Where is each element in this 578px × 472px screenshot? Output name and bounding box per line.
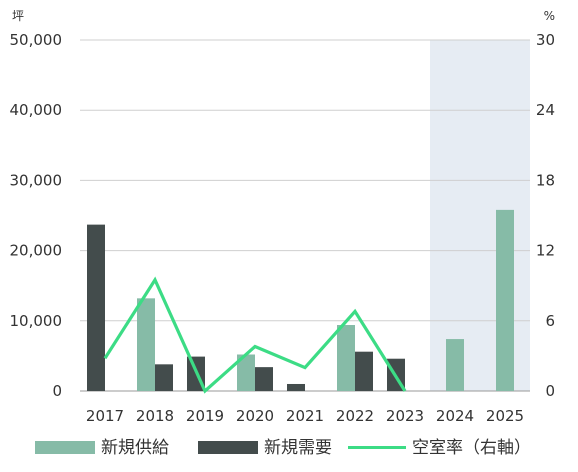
x-axis-tick-label: 2025: [486, 407, 524, 425]
bar-supply-2018: [137, 298, 155, 391]
bar-demand-2021: [287, 383, 305, 391]
right-axis-tick-label: 6: [545, 312, 555, 330]
x-axis-tick-label: 2017: [86, 407, 124, 425]
legend-label-supply: 新規供給: [101, 438, 169, 458]
right-axis-tick-label: 0: [545, 382, 555, 400]
bar-supply-2024: [446, 339, 464, 391]
bar-supply-2025: [496, 209, 514, 391]
x-axis-tick-label: 2018: [136, 407, 174, 425]
bar-supply-2022: [337, 325, 355, 391]
vacancy-line: [103, 276, 407, 394]
x-axis-tick-label: 2023: [386, 407, 424, 425]
legend-label-vacancy: 空室率（右軸）: [412, 438, 531, 458]
right-axis-tick-label: 18: [536, 171, 555, 189]
left-axis-tick-label: 10,000: [10, 312, 63, 330]
left-axis-tick-label: 40,000: [10, 101, 63, 119]
x-axis-tick-label: 2019: [186, 407, 224, 425]
bar-demand-2022: [355, 351, 373, 391]
left-axis-tick-label: 20,000: [10, 242, 63, 260]
right-axis-tick-label: 30: [536, 31, 555, 49]
bar-demand-2017: [87, 224, 105, 391]
legend-label-demand: 新規需要: [264, 438, 332, 458]
left-axis-unit: 坪: [12, 9, 24, 23]
legend-swatch-supply: [35, 441, 95, 454]
forecast-highlight: [430, 40, 530, 391]
bar-supply-2020: [237, 354, 255, 391]
left-axis-tick-label: 0: [52, 382, 62, 400]
bar-demand-2018: [155, 364, 173, 391]
legend-swatch-demand: [198, 441, 258, 454]
bar-demand-2020: [255, 367, 273, 391]
legend: 新規供給 新規需要 空室率（右軸）: [35, 438, 531, 458]
x-axis-tick-label: 2020: [236, 407, 274, 425]
right-axis-tick-label: 12: [536, 242, 555, 260]
right-axis-tick-label: 24: [536, 101, 555, 119]
left-axis-tick-label: 30,000: [10, 171, 63, 189]
left-axis-tick-label: 50,000: [10, 31, 63, 49]
x-axis-tick-label: 2021: [286, 407, 324, 425]
x-axis-tick-label: 2024: [436, 407, 474, 425]
right-axis-unit: %: [544, 9, 555, 23]
x-axis-tick-label: 2022: [336, 407, 374, 425]
